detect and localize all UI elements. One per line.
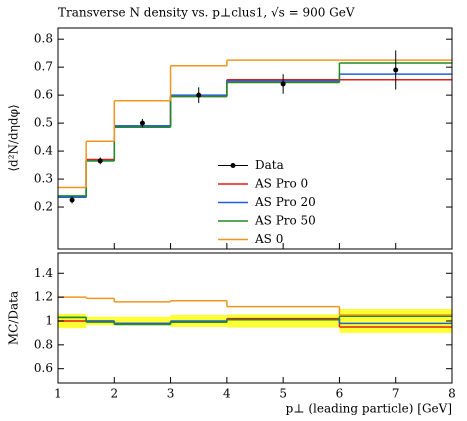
- data-point: [69, 197, 75, 203]
- x-tick-label: 1: [54, 387, 62, 401]
- y-tick-label: 0.6: [34, 361, 53, 375]
- y-tick-label: 0.8: [34, 32, 53, 46]
- error-band: [339, 309, 452, 333]
- error-band: [114, 316, 171, 326]
- x-tick-label: 3: [167, 387, 175, 401]
- y-tick-label: 1: [45, 313, 53, 327]
- plot-frame: [57, 252, 453, 384]
- data-point: [97, 158, 103, 164]
- y-tick-label: 0.3: [34, 172, 53, 186]
- y-tick-label: 0.2: [34, 200, 53, 214]
- y-tick-label: 0.4: [34, 144, 53, 158]
- x-tick-label: 8: [448, 387, 456, 401]
- plot-frame: [57, 27, 453, 250]
- data-point: [139, 120, 145, 126]
- legend-label: AS Pro 20: [254, 195, 316, 209]
- x-tick-label: 7: [392, 387, 400, 401]
- y-tick-label: 1.2: [34, 290, 53, 304]
- y-tick-label: 1.4: [34, 266, 53, 280]
- legend-swatch: [230, 163, 236, 168]
- x-tick-label: 6: [336, 387, 344, 401]
- legend-label: Data: [255, 158, 284, 172]
- x-tick-label: 4: [223, 387, 231, 401]
- data-point: [393, 67, 399, 73]
- legend-label: AS 0: [254, 232, 283, 246]
- y-tick-label: 0.7: [34, 60, 53, 74]
- data-point: [280, 81, 286, 87]
- y-axis-label: ⟨d²N/dηdφ⟩: [7, 104, 21, 171]
- x-tick-label: 2: [110, 387, 118, 401]
- y-tick-label: 0.6: [34, 88, 53, 102]
- x-tick-label: 5: [279, 387, 287, 401]
- legend-label: AS Pro 50: [254, 214, 316, 228]
- y-axis-label: MC/Data: [7, 291, 21, 345]
- legend-label: AS Pro 0: [254, 177, 308, 191]
- chart-title: Transverse N density vs. p⊥clus1, √s = 9…: [58, 6, 355, 20]
- y-tick-label: 0.8: [34, 337, 53, 351]
- x-axis-label: p⊥ (leading particle) [GeV]: [286, 402, 452, 416]
- data-point: [196, 92, 202, 98]
- y-tick-label: 0.5: [34, 116, 53, 130]
- error-band: [226, 314, 340, 328]
